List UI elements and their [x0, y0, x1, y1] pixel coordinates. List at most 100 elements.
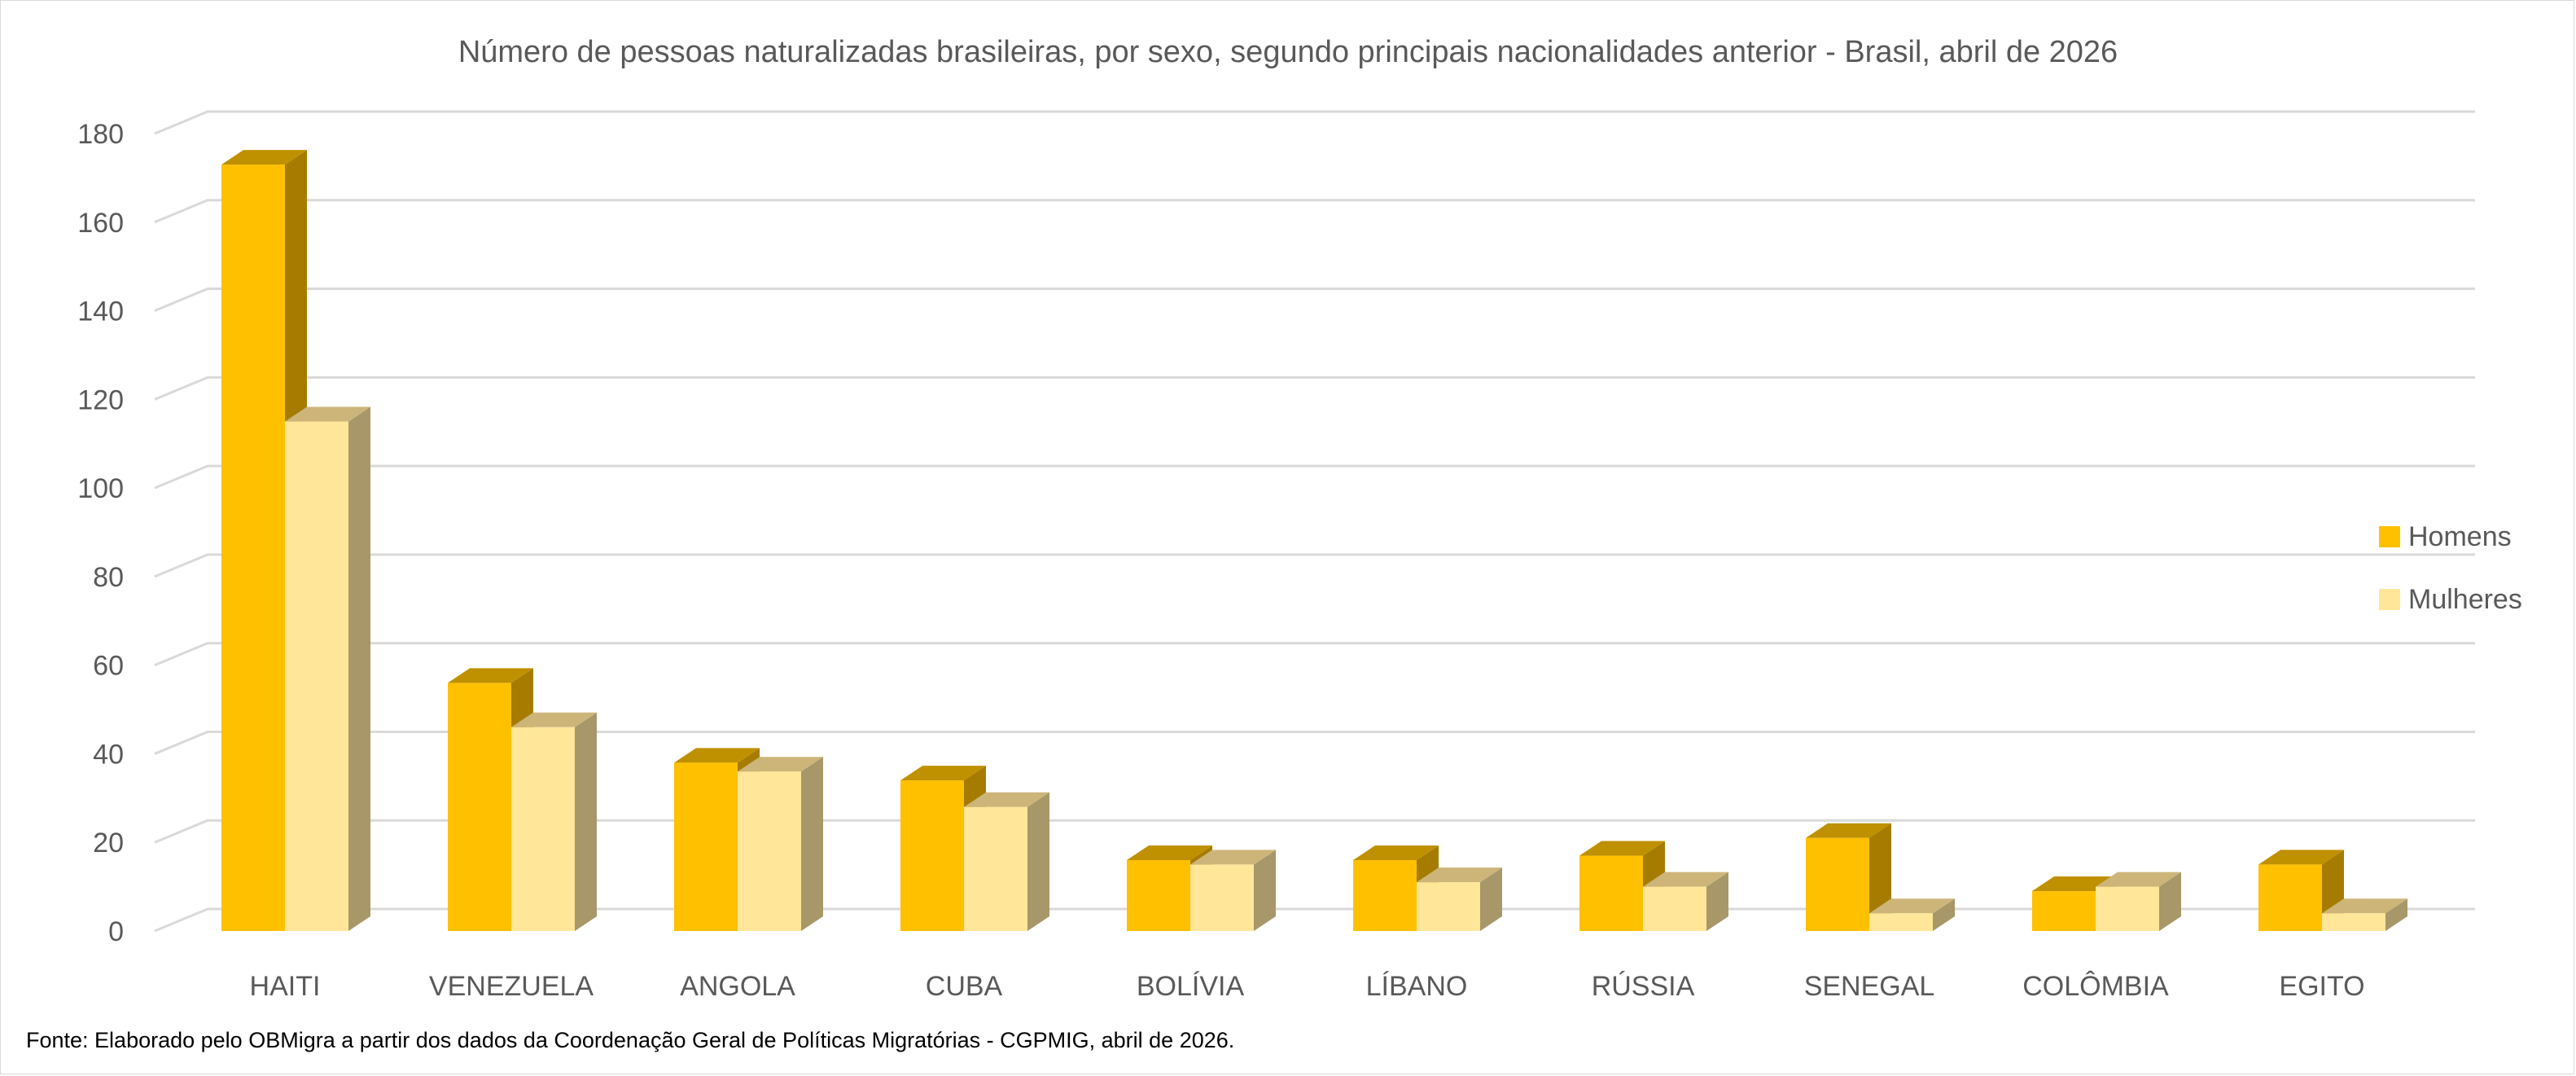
- bar-front: [221, 165, 285, 932]
- x-category-label: COLÔMBIA: [2022, 971, 2169, 1002]
- bar-top: [2322, 898, 2407, 914]
- bar-front: [448, 683, 511, 931]
- y-tick-label: 20: [93, 828, 124, 859]
- bar-group: [1579, 841, 1728, 931]
- bar-top: [511, 712, 597, 727]
- bar-top: [900, 766, 986, 781]
- bar-top: [1579, 841, 1665, 856]
- bar-front: [1417, 882, 1480, 931]
- y-tick-label: 180: [77, 119, 124, 150]
- bar-group: [448, 668, 597, 931]
- bar: [1353, 845, 1439, 931]
- legend-label: Homens: [2408, 521, 2512, 552]
- bar: [2258, 850, 2344, 931]
- bar-front: [674, 762, 738, 931]
- bar-front: [1806, 837, 1869, 931]
- gridline: [154, 553, 2475, 578]
- bar-front: [1869, 913, 1933, 931]
- y-tick-label: 120: [77, 384, 124, 415]
- bar: [964, 792, 1049, 931]
- bar-top: [1417, 867, 1502, 883]
- legend-label: Mulheres: [2408, 584, 2522, 615]
- bar: [285, 406, 370, 931]
- bar: [511, 712, 597, 931]
- bar-group: [2258, 850, 2407, 931]
- bar-front: [285, 421, 348, 931]
- bar-top: [448, 668, 533, 683]
- bar-group: [900, 766, 1049, 931]
- x-category-label: LÍBANO: [1366, 971, 1468, 1002]
- bar: [2322, 898, 2407, 931]
- bar-group: [1806, 823, 1955, 931]
- x-category-label: EGITO: [2279, 971, 2364, 1002]
- x-category-label: RÚSSIA: [1592, 971, 1695, 1002]
- x-category-label: BOLÍVIA: [1137, 971, 1245, 1002]
- bar-front: [1579, 855, 1643, 931]
- y-tick-label: 0: [108, 916, 124, 947]
- legend: Homens Mulheres: [2379, 521, 2522, 615]
- bar: [1643, 872, 1728, 931]
- y-tick-label: 140: [77, 296, 124, 327]
- bar-front: [511, 727, 575, 931]
- x-axis-categories: HAITI VENEZUELA ANGOLA CUBA BOLÍVIA LÍBANO RÚS…: [250, 971, 2365, 1002]
- bar: [2096, 872, 2181, 931]
- y-axis-ticks: 0 20 40 60 80 100 120 140 160 180: [77, 119, 124, 947]
- y-tick-label: 60: [93, 651, 124, 682]
- bar: [1190, 850, 1276, 931]
- bar-front: [2032, 891, 2096, 931]
- gridline: [154, 819, 2475, 844]
- bar-group: [2032, 872, 2181, 931]
- bar-front: [1643, 886, 1706, 931]
- bar-group: [674, 748, 823, 931]
- y-tick-label: 100: [77, 473, 124, 504]
- x-category-label: ANGOLA: [680, 971, 795, 1002]
- bar-side: [1254, 850, 1276, 931]
- bar: [1417, 867, 1502, 931]
- legend-swatch: [2379, 589, 2400, 610]
- gridline: [154, 288, 2475, 312]
- y-tick-label: 160: [77, 208, 124, 239]
- bar-front: [2258, 864, 2322, 931]
- gridline: [154, 730, 2475, 755]
- bar-group: [1127, 845, 1276, 931]
- bar-side: [2385, 898, 2407, 931]
- bar-group: [1353, 845, 1502, 931]
- chart-title: Número de pessoas naturalizadas brasilei…: [458, 35, 2118, 69]
- bar-top: [285, 406, 370, 422]
- y-tick-label: 40: [93, 739, 124, 770]
- bar-front: [964, 806, 1027, 931]
- bar-side: [2159, 872, 2181, 931]
- bar: [738, 757, 823, 931]
- bar-front: [1127, 859, 1190, 931]
- bar-top: [674, 748, 760, 763]
- gridline: [154, 376, 2475, 401]
- bar-group: [221, 150, 370, 932]
- bar-front: [1353, 859, 1417, 931]
- bar-top: [2258, 850, 2344, 865]
- bar-side: [575, 712, 597, 931]
- source-note: Fonte: Elaborado pelo OBMigra a partir d…: [26, 1028, 1234, 1052]
- bar-front: [738, 771, 801, 931]
- x-category-label: HAITI: [250, 971, 321, 1002]
- bar-top: [2096, 872, 2181, 887]
- bar-top: [1127, 845, 1212, 860]
- bar-top: [1869, 898, 1955, 914]
- bar-front: [2322, 913, 2385, 931]
- bar-side: [1706, 872, 1728, 931]
- bar-front: [2096, 886, 2159, 931]
- gridline: [154, 110, 2475, 135]
- bar-side: [801, 757, 823, 931]
- gridline: [154, 464, 2475, 490]
- bar-side: [1933, 898, 1955, 931]
- x-category-label: SENEGAL: [1804, 971, 1935, 1002]
- bar-top: [738, 757, 823, 772]
- bar: [1869, 898, 1955, 931]
- legend-swatch: [2379, 526, 2400, 547]
- y-tick-label: 80: [93, 562, 124, 593]
- x-category-label: CUBA: [926, 971, 1003, 1002]
- bar-top: [964, 792, 1049, 807]
- bar-top: [1353, 845, 1439, 860]
- gridline: [154, 642, 2475, 667]
